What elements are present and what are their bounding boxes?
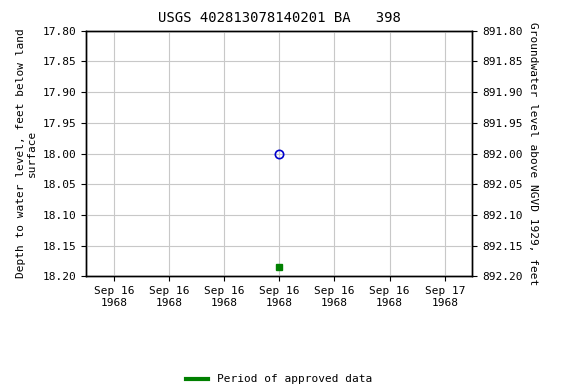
Y-axis label: Depth to water level, feet below land
surface: Depth to water level, feet below land su… [16, 29, 37, 278]
Y-axis label: Groundwater level above NGVD 1929, feet: Groundwater level above NGVD 1929, feet [528, 22, 538, 285]
Legend: Period of approved data: Period of approved data [182, 370, 377, 384]
Title: USGS 402813078140201 BA   398: USGS 402813078140201 BA 398 [158, 12, 401, 25]
